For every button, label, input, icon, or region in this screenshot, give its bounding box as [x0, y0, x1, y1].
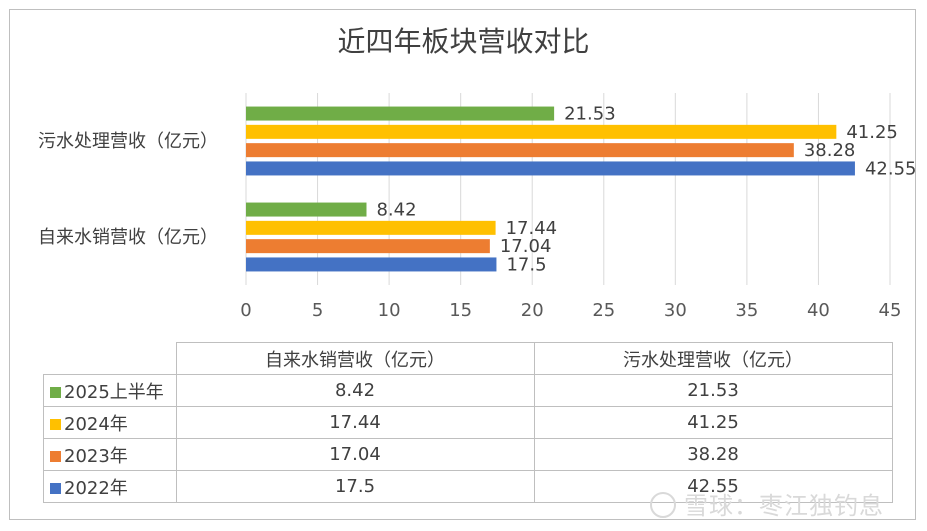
- table-header-row: 自来水销营收（亿元） 污水处理营收（亿元）: [43, 342, 893, 375]
- data-label: 17.04: [500, 236, 552, 257]
- bar: [246, 202, 367, 217]
- bar-chart: 0 5 10 15 20 25 30 35 40 45自来水销营收（亿元）8.4217.4417.…: [38, 93, 917, 321]
- legend-swatch: [50, 482, 61, 494]
- series-label-cell: 2024年: [43, 406, 177, 439]
- table-row: 2023年 17.04 38.28: [43, 438, 893, 471]
- chart-title: 近四年板块营收对比: [337, 25, 590, 58]
- table-header: 自来水销营收（亿元）: [175, 342, 535, 375]
- data-label: 17.5: [506, 254, 546, 275]
- data-label: 21.53: [564, 104, 616, 125]
- series-label-cell: 2022年: [43, 470, 177, 503]
- x-tick-label: 25: [592, 300, 615, 321]
- data-label: 41.25: [846, 122, 898, 143]
- table-cell: 17.5: [175, 470, 535, 503]
- data-label: 17.44: [506, 218, 558, 239]
- x-tick-label: 30: [664, 300, 687, 321]
- table-cell: 17.44: [175, 406, 535, 439]
- category-label: 自来水销营收（亿元）: [38, 227, 218, 248]
- table-row: 2024年 17.44 41.25: [43, 406, 893, 439]
- table-row: 2022年 17.5 42.55: [43, 470, 893, 503]
- xueqiu-logo-icon: [650, 492, 676, 518]
- data-label: 42.55: [865, 158, 917, 179]
- bar: [246, 257, 497, 272]
- table-header: 污水处理营收（亿元）: [533, 342, 893, 375]
- x-tick-label: 5: [312, 300, 323, 321]
- series-label-cell: 2023年: [43, 438, 177, 471]
- data-label: 38.28: [804, 140, 856, 161]
- series-label: 2023年: [64, 445, 128, 467]
- legend-swatch: [50, 418, 61, 430]
- watermark-text: 雪球：枣江独钓息: [684, 492, 884, 520]
- series-label: 2025上半年: [64, 381, 164, 403]
- x-tick-label: 0: [240, 300, 251, 321]
- legend-swatch: [50, 450, 61, 462]
- bar: [246, 239, 490, 254]
- bar: [246, 124, 837, 139]
- series-label-cell: 2025上半年: [43, 374, 177, 407]
- table-cell: 8.42: [175, 374, 535, 407]
- x-tick-label: 35: [735, 300, 758, 321]
- table-cell: 41.25: [533, 406, 893, 439]
- bar: [246, 106, 555, 121]
- table-row: 2025上半年 8.42 21.53: [43, 374, 893, 407]
- legend-swatch: [50, 386, 61, 398]
- table-cell: 38.28: [533, 438, 893, 471]
- bar: [246, 161, 855, 176]
- series-label: 2024年: [64, 413, 128, 435]
- x-tick-label: 20: [521, 300, 544, 321]
- x-tick-label: 15: [449, 300, 472, 321]
- table-cell: 21.53: [533, 374, 893, 407]
- x-tick-label: 10: [378, 300, 401, 321]
- bar: [246, 143, 794, 158]
- x-tick-label: 40: [807, 300, 830, 321]
- series-label: 2022年: [64, 477, 128, 499]
- x-tick-label: 45: [879, 300, 902, 321]
- table-cell: 42.55: [533, 470, 893, 503]
- table-cell: 17.04: [175, 438, 535, 471]
- bar: [246, 220, 496, 235]
- watermark: 雪球：枣江独钓息: [650, 486, 884, 521]
- data-label: 8.42: [376, 200, 416, 221]
- table-corner: [43, 342, 177, 375]
- category-label: 污水处理营收（亿元）: [38, 131, 218, 152]
- data-table: 自来水销营收（亿元） 污水处理营收（亿元） 2025上半年 8.42 21.53…: [43, 342, 893, 503]
